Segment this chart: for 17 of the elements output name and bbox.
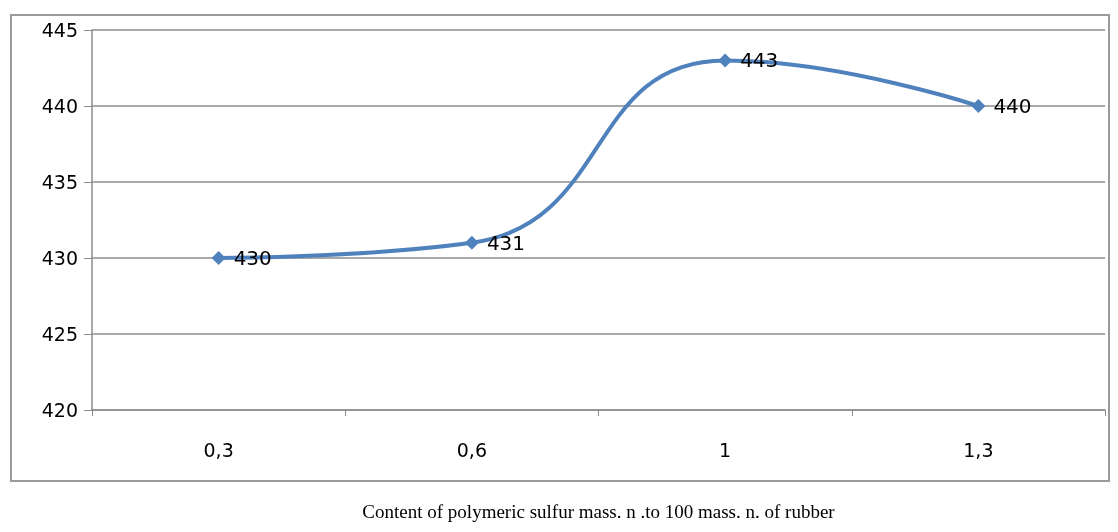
data-label: 440 (993, 94, 1032, 118)
x-tick-label: 1,3 (963, 438, 994, 461)
x-tick-label: 0,3 (203, 438, 234, 461)
point (211, 251, 226, 265)
x-tick-label: 1 (719, 438, 732, 461)
y-tick-label: 425 (41, 323, 78, 345)
x-axis-title: Content of polymeric sulfur mass. n .to 100 mass. n. of rubber (362, 501, 836, 522)
point (971, 99, 986, 113)
x-tick-label: 0,6 (456, 438, 487, 461)
y-tick-label: 440 (41, 95, 78, 117)
y-tick-label: 420 (41, 399, 78, 421)
y-tick-label: 445 (41, 19, 78, 41)
point (464, 235, 479, 250)
y-tick-label: 430 (41, 247, 78, 269)
data-label: 431 (486, 230, 526, 255)
y-tick-label: 435 (41, 171, 78, 193)
point (718, 53, 733, 68)
